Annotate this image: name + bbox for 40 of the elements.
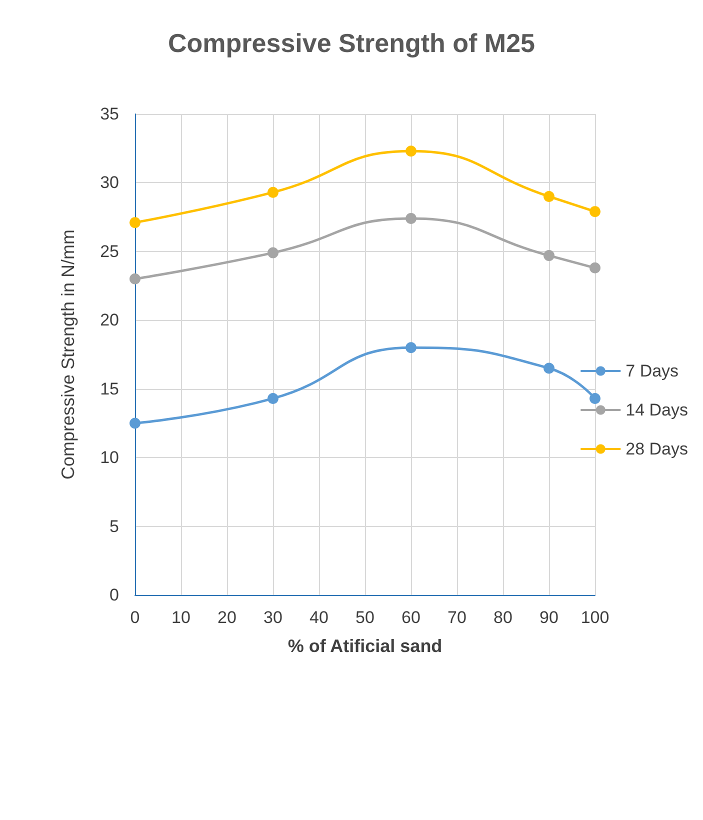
point	[130, 418, 140, 429]
legend-label: 7 Days	[626, 362, 679, 380]
point	[544, 190, 554, 202]
y-tick-label: 10	[100, 448, 119, 468]
x-tick-label: 10	[172, 608, 190, 627]
x-tick-label: 20	[218, 608, 236, 627]
point	[590, 392, 600, 404]
x-axis-title: % of Atificial sand	[288, 636, 442, 656]
y-tick-label: 30	[100, 173, 119, 192]
chart-title: Compressive Strength of M25	[168, 28, 535, 58]
x-tick-label: 60	[402, 608, 420, 627]
point	[406, 212, 416, 224]
x-tick-label: 0	[130, 608, 140, 627]
x-tick-label: 70	[448, 608, 466, 627]
point	[590, 262, 600, 274]
legend-label: 14 Days	[626, 400, 688, 420]
point	[268, 392, 278, 404]
point	[406, 342, 416, 354]
point	[406, 146, 416, 157]
x-tick-label: 100	[580, 608, 610, 627]
x-tick-label: 80	[494, 608, 512, 627]
point	[544, 362, 554, 374]
x-tick-label: 50	[356, 608, 374, 627]
y-tick-label: 0	[110, 586, 119, 604]
point	[130, 273, 140, 284]
y-tick-label: 5	[110, 516, 119, 536]
y-tick-label: 15	[100, 379, 119, 398]
point	[268, 247, 278, 258]
x-tick-label: 90	[540, 608, 558, 627]
x-tick-label: 30	[264, 608, 282, 627]
point	[268, 186, 278, 198]
y-tick-label: 20	[100, 310, 119, 330]
point	[130, 217, 140, 228]
y-tick-label: 25	[100, 242, 119, 261]
legend-label: 28 Days	[626, 440, 688, 458]
y-axis-title: Compressive Strength in N/mm	[58, 229, 78, 480]
x-tick-label: 40	[310, 608, 328, 627]
y-tick-label: 35	[100, 104, 119, 124]
point	[590, 206, 600, 218]
point	[544, 250, 554, 262]
